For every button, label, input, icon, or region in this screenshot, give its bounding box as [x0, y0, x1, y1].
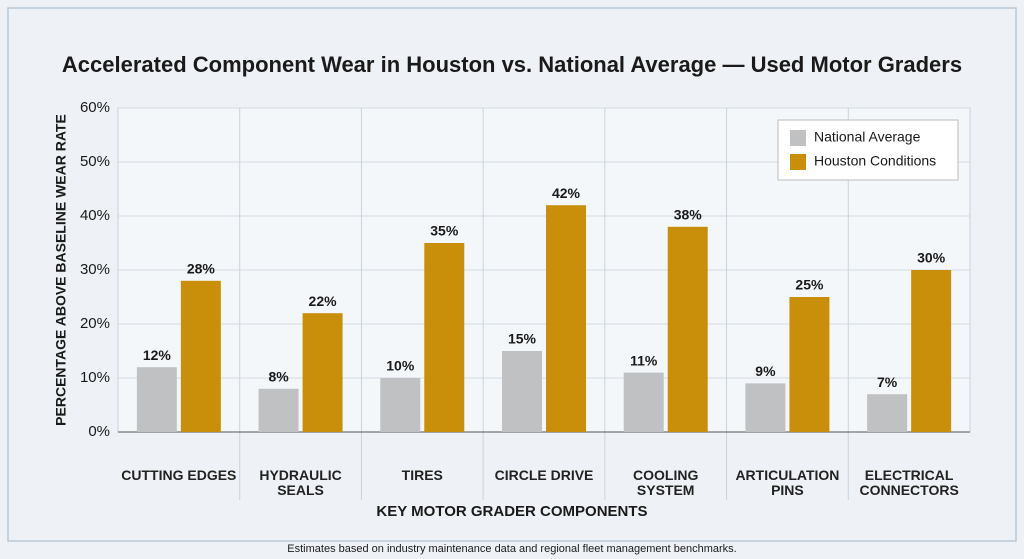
bar: [667, 226, 708, 432]
y-axis-title: PERCENTAGE ABOVE BASELINE WEAR RATE: [53, 114, 69, 426]
value-label: 38%: [674, 207, 703, 223]
bar: [546, 205, 586, 432]
value-label: 11%: [630, 352, 658, 368]
y-tick-label: 10%: [80, 369, 110, 386]
x-tick-label: CIRCLE DRIVE: [494, 467, 594, 483]
value-label: 12%: [143, 347, 172, 363]
bar: [424, 243, 465, 432]
bar: [789, 297, 830, 432]
bar: [745, 383, 786, 432]
bar: [258, 388, 299, 432]
x-tick-label: TIRES: [401, 467, 443, 483]
bar: [911, 270, 952, 432]
value-label: 15%: [508, 331, 537, 347]
value-label: 10%: [386, 358, 415, 374]
x-axis-title: KEY MOTOR GRADER COMPONENTS: [376, 503, 647, 520]
x-tick-label: ELECTRICAL CONNECTORS: [859, 467, 959, 498]
value-label: 9%: [755, 363, 776, 379]
bar: [623, 372, 664, 432]
bar: [302, 313, 343, 432]
value-label: 42%: [552, 185, 581, 201]
x-tick-label: HYDRAULIC SEALS: [259, 467, 342, 498]
y-tick-label: 40%: [80, 207, 110, 224]
x-tick-label: CUTTING EDGES: [121, 467, 237, 483]
x-tick-label: COOLING SYSTEM: [633, 467, 699, 498]
frame: [7, 7, 1017, 542]
legend-swatch: [790, 154, 806, 170]
legend-label: National Average: [814, 129, 921, 145]
chart-title: Accelerated Component Wear in Houston vs…: [62, 52, 962, 77]
value-label: 25%: [795, 277, 824, 293]
y-tick-label: 30%: [80, 261, 110, 278]
legend-label: Houston Conditions: [814, 153, 936, 169]
value-label: 7%: [877, 374, 898, 390]
legend-box: [777, 119, 959, 181]
y-tick-label: 50%: [80, 153, 110, 170]
value-label: 35%: [430, 223, 459, 239]
bar: [867, 394, 908, 432]
value-label: 30%: [917, 250, 946, 266]
y-tick-label: 20%: [80, 315, 110, 332]
value-label: 8%: [268, 369, 289, 385]
bar: [180, 280, 221, 432]
y-tick-label: 0%: [88, 423, 110, 440]
value-label: 22%: [309, 293, 338, 309]
bar: [502, 351, 542, 432]
x-tick-label: ARTICULATION PINS: [735, 467, 840, 498]
value-label: 28%: [187, 261, 216, 277]
footnote: Estimates based on industry maintenance …: [287, 543, 736, 555]
legend-swatch: [790, 130, 806, 146]
bar: [136, 367, 177, 432]
bar: [380, 378, 421, 432]
y-tick-label: 60%: [80, 99, 110, 116]
